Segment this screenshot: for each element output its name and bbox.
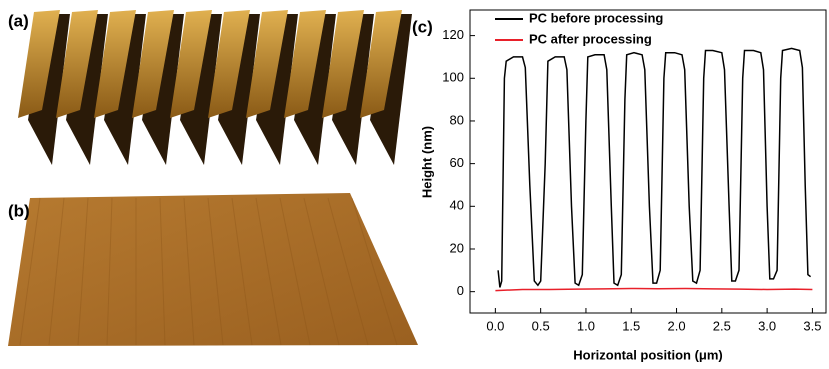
x-tick-label: 3.5 [803, 318, 821, 333]
panel-label: (c) [412, 17, 433, 36]
y-tick-label: 40 [450, 198, 464, 213]
figure: (a) (b) (c) Horizontal position (μm) Hei… [0, 0, 829, 369]
panel-label: (a) [8, 11, 29, 30]
page: (a) (b) (c) Horizontal position (μm) Hei… [0, 0, 829, 369]
y-tick-label: 100 [442, 70, 464, 85]
y-axis-label: Height (nm) [419, 126, 434, 198]
y-tick-label: 80 [450, 112, 464, 127]
x-tick-label: 2.5 [713, 318, 731, 333]
legend-label: PC before processing [529, 10, 663, 25]
y-tick-label: 60 [450, 155, 464, 170]
x-tick-label: 0.5 [532, 318, 550, 333]
x-tick-label: 1.0 [577, 318, 595, 333]
y-tick-label: 20 [450, 240, 464, 255]
x-tick-label: 2.0 [667, 318, 685, 333]
x-tick-label: 1.5 [622, 318, 640, 333]
x-axis-label: Horizontal position (μm) [573, 347, 723, 362]
series-line [498, 48, 810, 287]
y-tick-label: 0 [457, 283, 464, 298]
afm-image-before [18, 10, 412, 165]
y-tick-label: 120 [442, 27, 464, 42]
x-tick-label: 3.0 [758, 318, 776, 333]
legend-label: PC after processing [529, 31, 652, 46]
series-line [495, 289, 812, 291]
afm-image-after [8, 193, 418, 346]
x-tick-label: 0.0 [486, 318, 504, 333]
panel-label: (b) [8, 201, 30, 220]
